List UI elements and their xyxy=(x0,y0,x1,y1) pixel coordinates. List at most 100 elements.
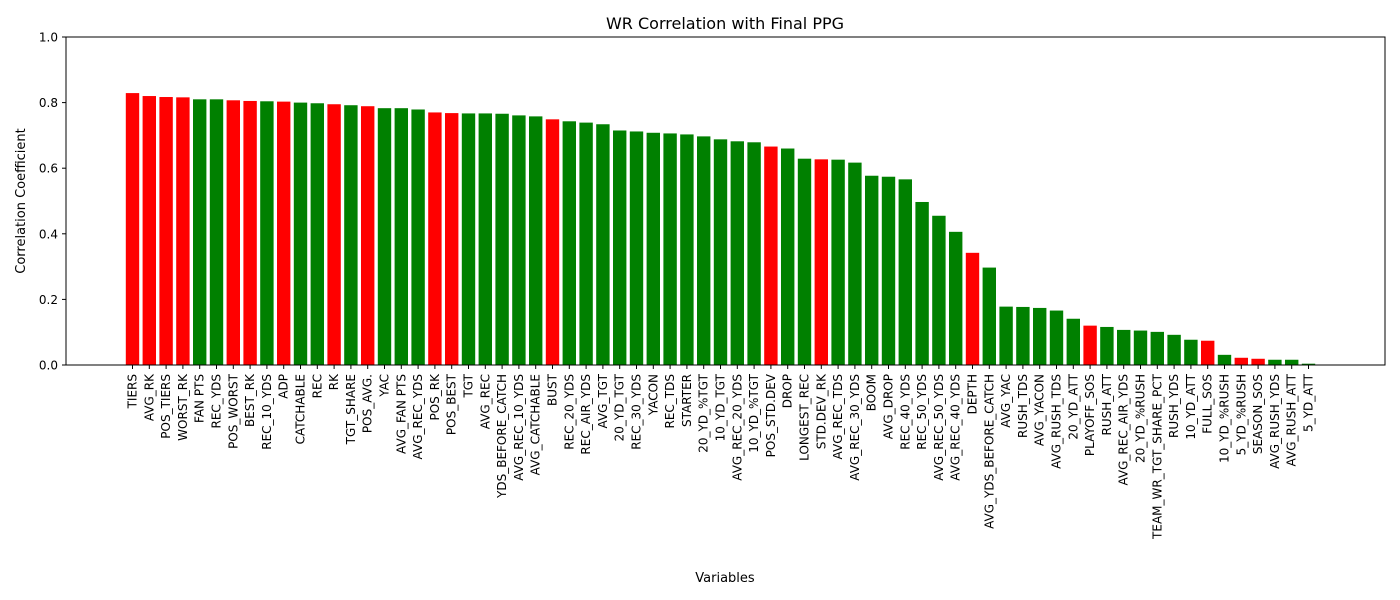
bar-tiers xyxy=(125,93,140,365)
x-tick-label: REC_50_YDS xyxy=(915,374,929,450)
x-tick-label: TEAM_WR_TGT_SHARE_PCT xyxy=(1150,373,1164,540)
bar-season-sos xyxy=(1251,358,1265,365)
y-tick-label: 0.8 xyxy=(39,96,58,110)
bar-rec-40-yds xyxy=(898,179,912,365)
bar-20-yd-tgt xyxy=(697,136,711,365)
bar-pos-rk xyxy=(428,112,442,365)
x-tick-label: ADP xyxy=(277,374,291,399)
bar-rec xyxy=(310,103,324,365)
y-axis-ticks: 0.0 0.2 0.4 0.6 0.8 1.0 xyxy=(39,31,66,373)
x-tick-label: YAC xyxy=(378,374,392,398)
x-tick-label: 5_YD_ATT xyxy=(1302,373,1316,432)
bar-10-yd-tgt xyxy=(713,139,728,365)
bar-avg-drop xyxy=(881,176,896,365)
bar-tgt xyxy=(461,113,476,365)
x-tick-label: TGT_SHARE xyxy=(344,374,358,445)
bar-fan-pts xyxy=(193,99,207,365)
bar-20-yd-att xyxy=(1066,318,1080,365)
x-tick-label: YACON xyxy=(646,374,660,416)
bar-rec-10-yds xyxy=(260,101,274,365)
x-tick-label: 5_YD_%RUSH xyxy=(1234,374,1248,455)
x-tick-label: REC_YDS xyxy=(210,374,224,429)
bar-pos-worst xyxy=(226,100,240,366)
x-tick-label: REC_TDS xyxy=(663,374,677,429)
bar-avg-rec-tds xyxy=(831,159,845,365)
x-tick-label: AVG_RK xyxy=(142,373,156,421)
x-tick-label: POS_AVG. xyxy=(361,374,375,433)
bar-yacon xyxy=(646,132,660,365)
x-tick-label: AVG_RUSH_ATT xyxy=(1285,373,1299,466)
bar-best-rk xyxy=(243,100,257,366)
bar-5-yd-att xyxy=(1301,363,1316,365)
bars-layer xyxy=(125,93,1316,366)
bar-boom xyxy=(865,175,879,365)
x-tick-label: YDS_BEFORE_CATCH xyxy=(495,374,509,499)
bar-pos-tiers xyxy=(159,97,173,366)
bar-avg-rec-10-yds xyxy=(512,115,526,365)
y-tick-label: 0.4 xyxy=(39,227,58,241)
x-axis-label: Variables xyxy=(695,571,755,586)
bar-team-wr-tgt-share-pct xyxy=(1150,331,1164,365)
bar-rush-tds xyxy=(1016,306,1030,365)
y-tick-label: 0.6 xyxy=(39,162,58,176)
x-tick-label: 10_YD_%RUSH xyxy=(1218,374,1232,463)
chart-title: WR Correlation with Final PPG xyxy=(606,14,844,33)
bar-avg-rush-att xyxy=(1285,359,1299,365)
bar-5-yd-rush xyxy=(1234,357,1248,365)
y-tick-label: 0.0 xyxy=(39,359,58,373)
x-tick-label: AVG_DROP xyxy=(882,374,896,439)
bar-yac xyxy=(377,108,392,366)
x-tick-label: AVG_REC_YDS xyxy=(411,374,425,459)
bar-full-sos xyxy=(1201,340,1215,365)
x-tick-label: FAN PTS xyxy=(193,374,207,423)
bar-avg-catchable xyxy=(529,116,543,365)
x-tick-label: 20_YD_TGT xyxy=(613,373,627,441)
bar-drop xyxy=(781,148,795,365)
bar-avg-rec-50-yds xyxy=(932,215,946,365)
y-tick-label: 1.0 xyxy=(39,31,58,45)
bar-avg-rec-air-yds xyxy=(1117,329,1131,365)
x-tick-label: RUSH_ATT xyxy=(1100,373,1114,435)
x-tick-label: POS_RK xyxy=(428,373,442,421)
bar-avg-yds-before-catch xyxy=(982,267,996,365)
bar-rec-tds xyxy=(663,133,677,365)
x-tick-label: TIERS xyxy=(126,374,140,409)
x-tick-label: POS_WORST xyxy=(226,373,240,449)
bar-pos-avg- xyxy=(361,106,375,366)
x-tick-label: AVG_YAC xyxy=(999,374,1013,428)
bar-bust xyxy=(545,119,560,365)
x-tick-label: CATCHABLE xyxy=(294,374,308,444)
x-tick-label: 20_YD_ATT xyxy=(1066,373,1080,439)
y-tick-label: 0.2 xyxy=(39,293,58,307)
x-tick-label: AVG_TGT xyxy=(596,373,610,428)
x-tick-label: 20_YD_%RUSH xyxy=(1134,374,1148,463)
bar-starter xyxy=(680,134,694,365)
x-tick-label: PLAYOFF_SOS xyxy=(1083,374,1097,456)
x-tick-label: SEASON_SOS xyxy=(1251,374,1265,454)
bar-std-dev-rk xyxy=(814,159,828,365)
x-tick-label: REC xyxy=(310,374,324,398)
bar-pos-std-dev xyxy=(764,146,778,365)
x-tick-label: AVG_FAN PTS xyxy=(394,374,408,454)
x-tick-label: DROP xyxy=(781,374,795,408)
plot-frame xyxy=(65,36,1386,366)
x-axis-ticks: TIERS AVG_RK POS_TIERS WORST_RK FAN PTS REC_Y… xyxy=(126,365,1316,540)
bar-avg-rec-30-yds xyxy=(848,162,862,365)
bar-rec-yds xyxy=(209,99,224,365)
bar-yds-before-catch xyxy=(495,113,509,365)
bar-avg-rush-yds xyxy=(1268,359,1282,365)
bar-avg-yac xyxy=(999,306,1013,365)
bar-rush-att xyxy=(1100,326,1114,365)
x-tick-label: AVG_REC_40_YDS xyxy=(949,374,963,481)
bar-avg-rec-yds xyxy=(411,109,425,366)
x-tick-label: RUSH_TDS xyxy=(1016,374,1030,438)
x-tick-label: WORST_RK xyxy=(176,373,190,441)
bar-rec-air-yds xyxy=(579,122,593,365)
x-tick-label: AVG_REC_10_YDS xyxy=(512,374,526,481)
x-tick-label: REC_20_YDS xyxy=(562,374,576,450)
bar-10-yd-att xyxy=(1184,339,1198,365)
x-tick-label: TGT xyxy=(462,373,476,398)
x-tick-label: AVG_REC_AIR_YDS xyxy=(1117,374,1131,486)
bar-adp xyxy=(277,101,291,366)
x-tick-label: AVG_YDS_BEFORE_CATCH xyxy=(982,374,996,529)
